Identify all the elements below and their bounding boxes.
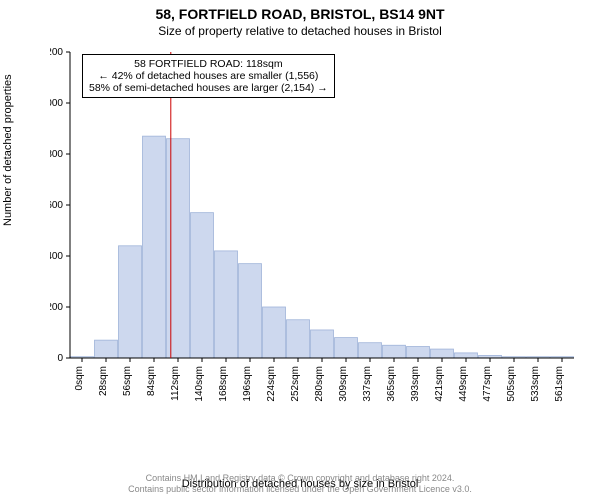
svg-text:600: 600	[50, 200, 63, 211]
svg-text:449sqm: 449sqm	[458, 366, 469, 402]
svg-text:800: 800	[50, 149, 63, 160]
svg-text:140sqm: 140sqm	[194, 366, 205, 402]
svg-text:112sqm: 112sqm	[170, 366, 181, 401]
footer-line-2: Contains public sector information licen…	[0, 484, 600, 496]
annotation-line-3: 58% of semi-detached houses are larger (…	[89, 82, 328, 94]
page-title: 58, FORTFIELD ROAD, BRISTOL, BS14 9NT	[0, 0, 600, 22]
svg-text:200: 200	[50, 302, 63, 313]
svg-text:477sqm: 477sqm	[482, 366, 493, 402]
svg-text:0: 0	[57, 353, 63, 364]
svg-text:28sqm: 28sqm	[98, 366, 109, 396]
svg-text:196sqm: 196sqm	[242, 366, 253, 402]
svg-text:1200: 1200	[50, 48, 63, 58]
footer-line-1: Contains HM Land Registry data © Crown c…	[0, 473, 600, 485]
svg-text:280sqm: 280sqm	[314, 366, 325, 402]
svg-text:0sqm: 0sqm	[74, 366, 85, 390]
svg-text:505sqm: 505sqm	[506, 366, 517, 402]
y-axis-label: Number of detached properties	[2, 74, 14, 226]
svg-text:309sqm: 309sqm	[338, 366, 349, 402]
svg-text:337sqm: 337sqm	[362, 366, 373, 402]
svg-text:84sqm: 84sqm	[146, 366, 157, 396]
svg-text:421sqm: 421sqm	[434, 366, 445, 402]
svg-text:252sqm: 252sqm	[290, 366, 301, 402]
page-subtitle: Size of property relative to detached ho…	[0, 22, 600, 38]
svg-text:400: 400	[50, 251, 63, 262]
annotation-box: 58 FORTFIELD ROAD: 118sqm ← 42% of detac…	[82, 54, 335, 98]
svg-text:365sqm: 365sqm	[386, 366, 397, 402]
footer: Contains HM Land Registry data © Crown c…	[0, 473, 600, 496]
svg-text:533sqm: 533sqm	[530, 366, 541, 402]
bar-chart: 0 200 400 600 800 1000 1200 0sqm 28sqm 56sqm 84sqm…	[50, 48, 580, 418]
annotation-line-1: 58 FORTFIELD ROAD: 118sqm	[89, 58, 328, 70]
svg-text:393sqm: 393sqm	[410, 366, 421, 402]
annotation-line-2: ← 42% of detached houses are smaller (1,…	[89, 70, 328, 82]
svg-text:561sqm: 561sqm	[554, 366, 565, 402]
chart-area: 0 200 400 600 800 1000 1200 0sqm 28sqm 56sqm 84sqm…	[50, 48, 580, 418]
svg-text:168sqm: 168sqm	[218, 366, 229, 402]
svg-text:1000: 1000	[50, 98, 63, 109]
svg-text:224sqm: 224sqm	[266, 366, 277, 402]
svg-text:56sqm: 56sqm	[122, 366, 133, 396]
